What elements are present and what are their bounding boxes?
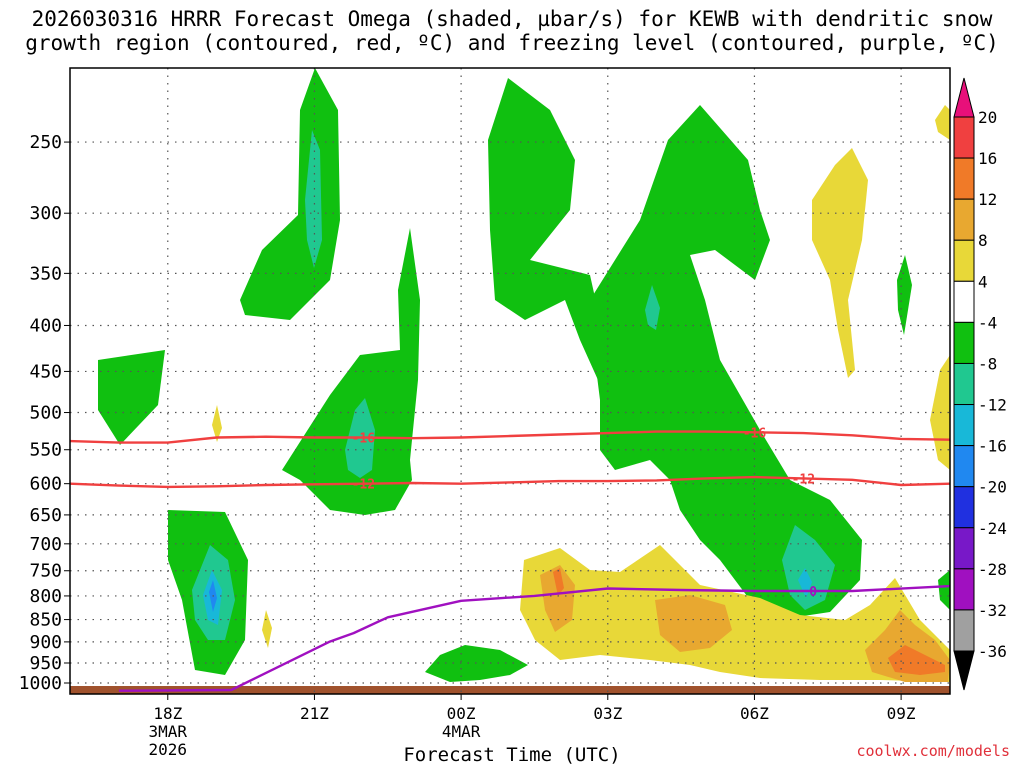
contour-label: -16 xyxy=(352,431,376,446)
contour-freezing-level xyxy=(118,584,950,692)
colorbar-band xyxy=(953,280,975,323)
x-tick-label: 06Z xyxy=(740,704,769,723)
omega-shading xyxy=(70,68,950,694)
plot-axes: 2503003504004505005506006507007508008509… xyxy=(19,132,916,759)
colorbar-label: 20 xyxy=(978,108,997,127)
ground-surface xyxy=(70,686,950,694)
colorbar-label: -36 xyxy=(978,642,1007,661)
chart-title-line1: 2026030316 HRRR Forecast Omega (shaded, … xyxy=(31,7,993,31)
colorbar-label: 12 xyxy=(978,190,997,209)
x-tick-label: 03Z xyxy=(593,704,622,723)
y-tick-label: 850 xyxy=(29,610,62,631)
colorbar-label: 8 xyxy=(978,231,988,250)
omega-region-yellow xyxy=(812,148,868,378)
omega-region-orange xyxy=(655,595,732,652)
colorbar-band xyxy=(953,404,975,447)
colorbar-label: -4 xyxy=(978,313,997,332)
contour-label: -12 xyxy=(792,472,815,487)
contour-dgz-upper xyxy=(70,430,950,444)
colorbar-arrow-bottom xyxy=(953,650,975,691)
x-tick-label: 3MAR xyxy=(149,722,188,741)
omega-region-green xyxy=(938,570,950,610)
colorbar-label: -24 xyxy=(978,519,1007,538)
y-tick-label: 300 xyxy=(29,203,62,224)
omega-region-red xyxy=(553,568,564,596)
x-tick-label: 00Z xyxy=(447,704,476,723)
colorbar-band xyxy=(953,239,975,282)
colorbar-band xyxy=(953,445,975,488)
colorbar-band xyxy=(953,157,975,200)
y-tick-label: 950 xyxy=(29,653,62,674)
omega-region-orange xyxy=(540,565,575,632)
colorbar-label: -20 xyxy=(978,478,1007,497)
x-tick-label: 18Z xyxy=(153,704,182,723)
y-tick-label: 350 xyxy=(29,263,62,284)
contour-label: -12 xyxy=(352,478,375,493)
colorbar-band xyxy=(953,568,975,611)
colorbar-band xyxy=(953,609,975,652)
omega-region-red xyxy=(888,645,945,675)
y-tick-label: 250 xyxy=(29,132,62,153)
omega-region-yellow xyxy=(520,545,950,682)
omega-region-yellow xyxy=(212,405,222,442)
y-tick-label: 550 xyxy=(29,440,62,461)
y-tick-label: 750 xyxy=(29,561,62,582)
colorbar-arrow-top xyxy=(953,77,975,118)
plot-frame xyxy=(69,67,951,695)
colorbar-label: -12 xyxy=(978,396,1007,415)
x-tick-label: 2026 xyxy=(149,740,188,759)
colorbar: 20 16 12 8 4 -4 -8 -12 -16 -20 -24 -28 -32 -36 xyxy=(953,77,1007,691)
colorbar-label: -28 xyxy=(978,560,1007,579)
omega-region-teal xyxy=(645,285,660,330)
omega-region-green xyxy=(590,105,862,618)
y-tick-label: 400 xyxy=(29,315,62,336)
x-tick-label: 09Z xyxy=(887,704,916,723)
colorbar-band xyxy=(953,198,975,241)
colorbar-label: -16 xyxy=(978,437,1007,456)
contour-lines: -16 -16 -12 -12 0 xyxy=(70,426,950,692)
colorbar-band xyxy=(953,527,975,570)
x-axis-title: Forecast Time (UTC) xyxy=(403,744,621,766)
chart-title-line2: growth region (contoured, red, ºC) and f… xyxy=(25,31,999,55)
omega-region-yellow xyxy=(935,105,950,140)
colorbar-band xyxy=(953,116,975,159)
contour-label: 0 xyxy=(809,585,817,600)
y-tick-label: 600 xyxy=(29,474,62,495)
y-tick-label: 800 xyxy=(29,586,62,607)
y-tick-label: 650 xyxy=(29,505,62,526)
omega-region-teal xyxy=(305,130,322,268)
colorbar-band xyxy=(953,362,975,406)
omega-region-green xyxy=(425,645,528,682)
omega-region-green xyxy=(240,68,340,320)
y-tick-label: 900 xyxy=(29,632,62,653)
omega-region-green xyxy=(488,78,605,380)
x-tick-label: 4MAR xyxy=(442,722,481,741)
colorbar-band xyxy=(953,486,975,529)
y-tick-label: 700 xyxy=(29,534,62,555)
y-tick-label: 1000 xyxy=(19,673,62,694)
watermark[interactable]: coolwx.com/models xyxy=(856,742,1010,760)
contour-dgz-lower xyxy=(70,475,950,489)
omega-region-green xyxy=(98,350,165,445)
omega-region-green xyxy=(282,228,420,515)
colorbar-band xyxy=(953,321,975,364)
contour-label: -16 xyxy=(743,426,767,441)
colorbar-label: 16 xyxy=(978,149,997,168)
colorbar-label: 4 xyxy=(978,272,988,291)
omega-region-teal xyxy=(782,525,835,610)
y-tick-label: 500 xyxy=(29,403,62,424)
colorbar-label: -8 xyxy=(978,354,997,373)
colorbar-label: -32 xyxy=(978,601,1007,620)
omega-region-green xyxy=(897,255,912,335)
x-tick-label: 21Z xyxy=(300,704,329,723)
y-tick-label: 450 xyxy=(29,361,62,382)
omega-region-yellow xyxy=(262,610,272,648)
